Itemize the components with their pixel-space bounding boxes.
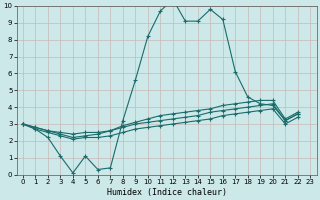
X-axis label: Humidex (Indice chaleur): Humidex (Indice chaleur) (107, 188, 227, 197)
